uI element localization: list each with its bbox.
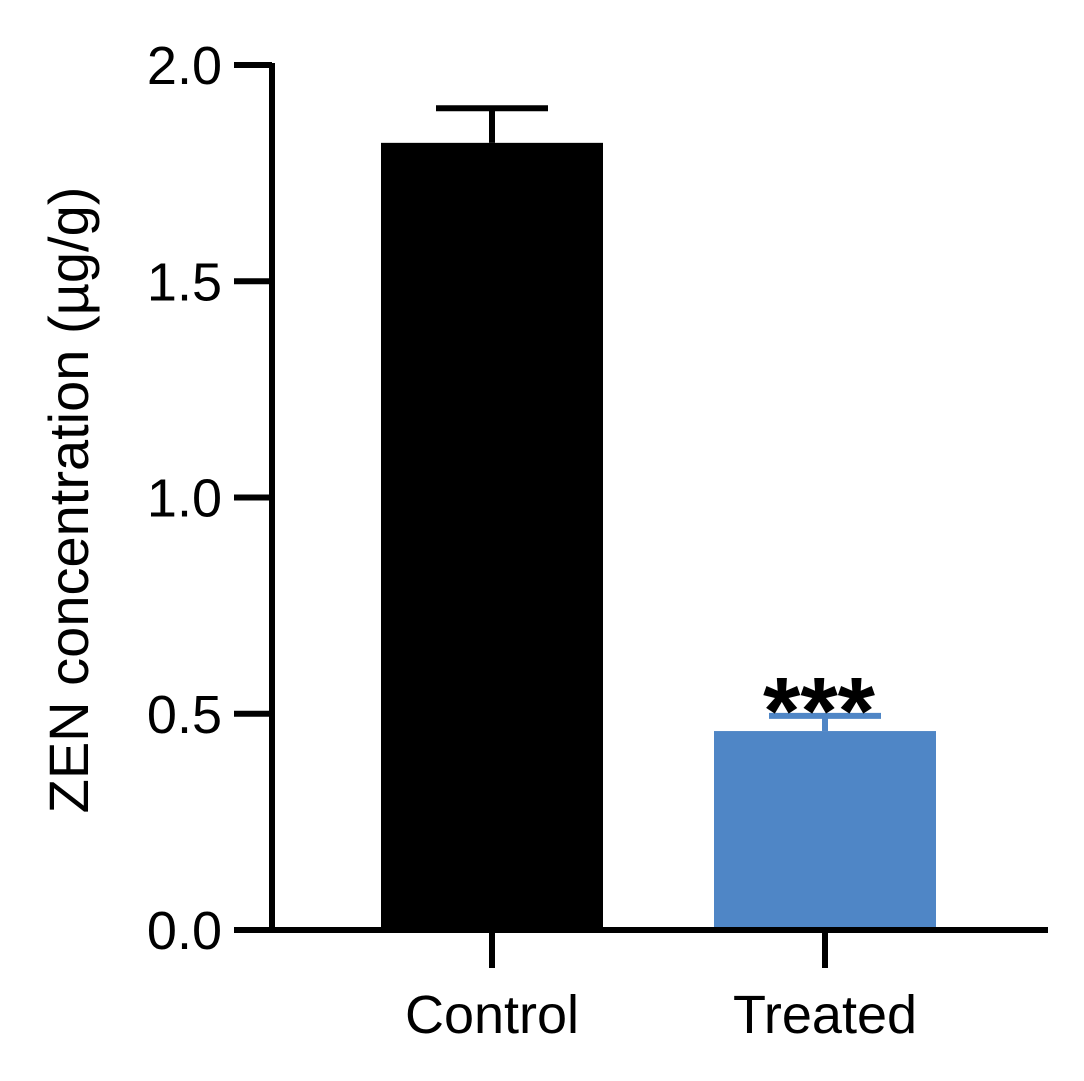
- plot-area: 0.0 0.5 1.0 1.5 2.0 Control Treated ***: [147, 36, 1048, 1045]
- bar-treated: [714, 731, 936, 930]
- y-tick-label: 1.5: [147, 252, 222, 312]
- bar-control: [381, 142, 603, 931]
- y-tick-label: 2.0: [147, 36, 222, 96]
- y-tick-label: 1.0: [147, 469, 222, 529]
- y-axis-title: ZEN concentration (µg/g): [37, 187, 100, 814]
- y-tick-label: 0.5: [147, 685, 222, 745]
- x-tick-label-treated: Treated: [733, 985, 917, 1045]
- y-tick-label: 0.0: [147, 901, 222, 961]
- x-tick-label-control: Control: [405, 985, 579, 1045]
- significance-marker: ***: [763, 658, 876, 765]
